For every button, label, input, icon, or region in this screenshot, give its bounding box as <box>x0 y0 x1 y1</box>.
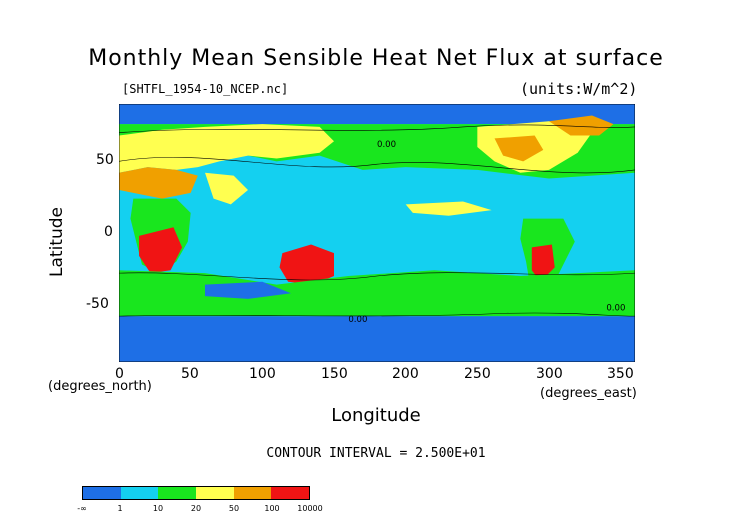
x-axis-label: Longitude <box>331 405 421 426</box>
contour-label: 0.00 <box>377 140 396 150</box>
colorbar-label: 20 <box>190 504 202 513</box>
map-southern-green <box>119 270 635 317</box>
map-antarctic-band <box>119 316 635 362</box>
contour-lines <box>119 124 635 317</box>
x-tick: 100 <box>249 366 276 382</box>
x-tick: 50 <box>181 366 199 382</box>
x-tick: 150 <box>321 366 348 382</box>
map-greenland <box>549 115 614 136</box>
map-eurasia <box>119 124 334 173</box>
contour-label: 0.00 <box>348 315 367 325</box>
map-na-hot <box>494 135 544 162</box>
x-tick: 350 <box>607 366 634 382</box>
y-tick: 0 <box>104 224 113 240</box>
colorbar-label: -∞ <box>77 504 87 513</box>
colorbar-segment <box>196 487 234 499</box>
colorbar-segment <box>158 487 197 499</box>
y-tick: -50 <box>86 296 109 312</box>
flux-map: 0.00 0.00 0.00 <box>119 104 635 362</box>
contour-label: 0.00 <box>606 303 625 313</box>
x-tick: 300 <box>536 366 563 382</box>
map-arctic-band <box>119 104 635 125</box>
map-india <box>205 172 248 205</box>
map-southern-ocean-blue <box>205 281 291 299</box>
colorbar-label: 10 <box>152 504 164 513</box>
file-label: [SHTFL_1954-10_NCEP.nc] <box>122 82 289 96</box>
map-tropical-yellow <box>405 201 492 216</box>
map-australia <box>279 244 334 285</box>
x-tick: 250 <box>464 366 491 382</box>
colorbar-label: 1 <box>117 504 123 513</box>
map-southern-africa <box>139 227 183 274</box>
x-unit-label: (degrees_east) <box>540 386 637 401</box>
colorbar-label: 10000 <box>297 504 323 513</box>
colorbar <box>82 486 310 500</box>
colorbar-segment <box>120 487 159 499</box>
map-sahara <box>119 167 198 199</box>
colorbar-segment <box>83 487 121 499</box>
y-unit-label: (degrees_north) <box>48 379 152 394</box>
colorbar-label: 50 <box>228 504 240 513</box>
y-tick: 50 <box>96 152 114 168</box>
y-axis-label: Latitude <box>46 207 67 277</box>
chart-title: Monthly Mean Sensible Heat Net Flux at s… <box>88 46 664 71</box>
colorbar-label: 100 <box>264 504 280 513</box>
x-tick: 200 <box>392 366 419 382</box>
x-tick: 0 <box>115 366 124 382</box>
colorbar-segment <box>271 487 310 499</box>
contour-interval: CONTOUR INTERVAL = 2.500E+01 <box>266 446 486 461</box>
colorbar-segment <box>233 487 272 499</box>
units-label: (units:W/m^2) <box>520 80 638 98</box>
map-sa-hot <box>531 244 555 282</box>
